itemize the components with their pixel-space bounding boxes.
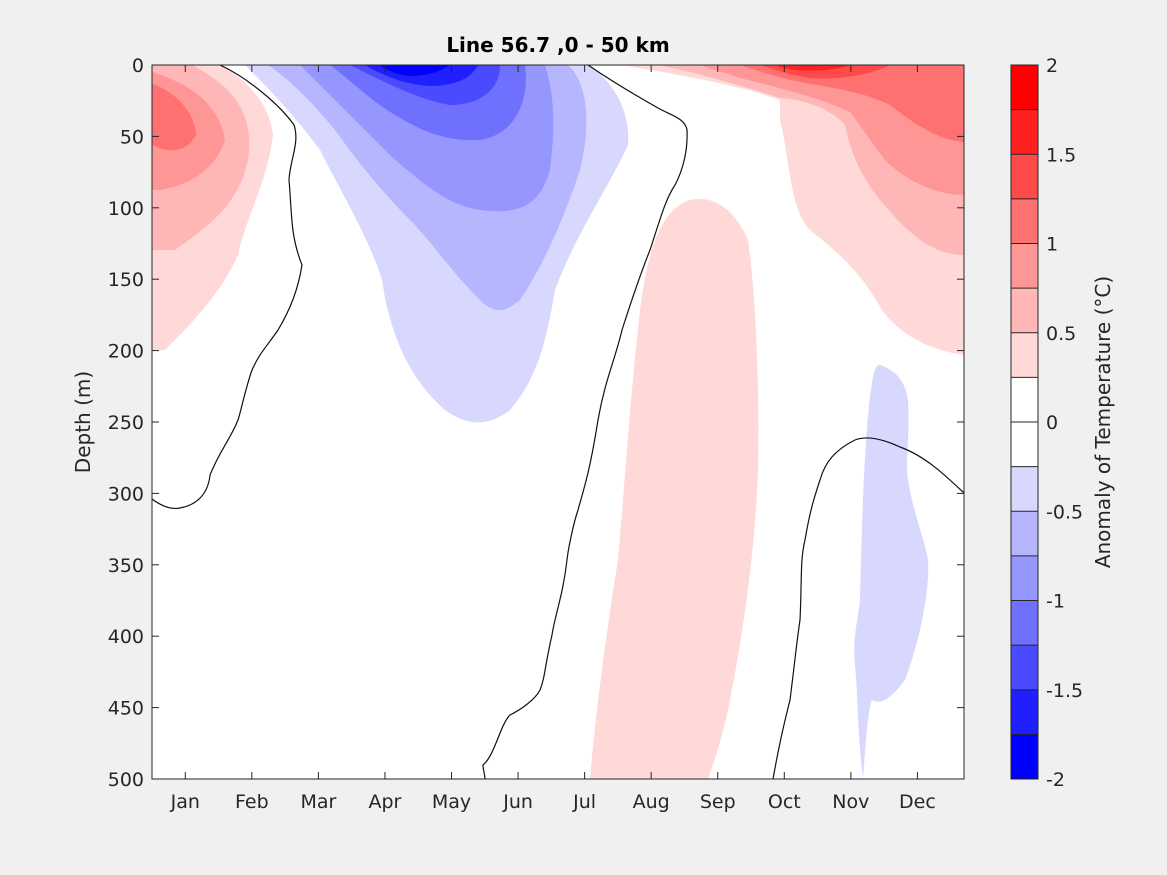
- contour-late-warm-1.0: [740, 65, 964, 142]
- zero-contour-lines: [152, 65, 964, 779]
- y-tick-label: 200: [108, 341, 144, 363]
- colorbar-tick-label: 1.5: [1046, 144, 1076, 166]
- x-tick-label: Aug: [633, 791, 670, 813]
- y-tick-label: 500: [108, 769, 144, 791]
- colorbar-swatch: [1011, 288, 1038, 333]
- colorbar-swatch: [1011, 466, 1038, 512]
- colorbar-swatch: [1011, 65, 1038, 110]
- x-tick-label: Mar: [300, 791, 336, 813]
- y-tick-label: 400: [108, 626, 144, 648]
- y-axis: 0 50 100 150 200 250 300 350 400 450 500: [108, 55, 964, 791]
- contour-late-warm-1.5: [775, 65, 850, 71]
- contour-subsurface-warm: [590, 199, 759, 779]
- x-axis: Jan Feb Mar Apr May Jun Jul Aug Sep Oct Nov Dec: [170, 65, 936, 813]
- colorbar-tick-label: 1: [1046, 234, 1058, 256]
- x-tick-label: Dec: [899, 791, 936, 813]
- colorbar-tick-label: -2: [1046, 769, 1065, 791]
- colorbar-swatch: [1011, 422, 1038, 467]
- colorbar-tick-label: 0.5: [1046, 323, 1076, 345]
- colorbar-swatches: [1011, 65, 1038, 779]
- colorbar-swatch: [1011, 109, 1038, 155]
- colorbar-swatch: [1011, 645, 1038, 690]
- y-tick-label: 350: [108, 555, 144, 577]
- y-tick-label: 100: [108, 198, 144, 220]
- colorbar-tick-label: -1.5: [1046, 680, 1083, 702]
- colorbar-swatch: [1011, 511, 1038, 556]
- colorbar-swatch: [1011, 154, 1038, 199]
- x-tick-label: May: [432, 791, 471, 813]
- contour-fills: [152, 65, 964, 779]
- y-tick-label: 50: [120, 126, 144, 148]
- colorbar-swatch: [1011, 377, 1038, 422]
- colorbar-ticks: -2 -1.5 -1 -0.5 0 0.5 1 1.5 2: [1011, 55, 1083, 791]
- colorbar: -2 -1.5 -1 -0.5 0 0.5 1 1.5 2: [1010, 55, 1083, 791]
- x-tick-label: Oct: [768, 791, 801, 813]
- contour-jan-warm-1.0: [152, 84, 196, 151]
- colorbar-tick-label: -0.5: [1046, 501, 1083, 523]
- x-tick-label: Jun: [502, 791, 533, 813]
- x-tick-label: Sep: [700, 791, 736, 813]
- colorbar-swatch: [1011, 600, 1038, 646]
- contour-deep-cool: [854, 364, 929, 779]
- colorbar-tick-label: 0: [1046, 412, 1058, 434]
- y-tick-label: 300: [108, 483, 144, 505]
- colorbar-tick-label: 2: [1046, 55, 1058, 77]
- chart-title: Line 56.7 ,0 - 50 km: [446, 33, 669, 57]
- colorbar-swatch: [1011, 734, 1038, 779]
- zero-contour-line-2: [482, 65, 688, 779]
- x-tick-label: Apr: [369, 791, 402, 813]
- colorbar-swatch: [1011, 332, 1038, 378]
- colorbar-swatch: [1011, 689, 1038, 735]
- y-tick-label: 0: [132, 55, 144, 77]
- colorbar-swatch: [1011, 555, 1038, 601]
- x-tick-label: Nov: [832, 791, 869, 813]
- x-tick-label: Jan: [170, 791, 200, 813]
- colorbar-label: Anomaly of Temperature (°C): [1091, 276, 1115, 568]
- x-tick-label: Feb: [235, 791, 269, 813]
- y-tick-label: 450: [108, 698, 144, 720]
- y-axis-label: Depth (m): [71, 371, 95, 473]
- zero-contour-line-3: [772, 437, 964, 779]
- colorbar-swatch: [1011, 198, 1038, 244]
- x-tick-label: Jul: [572, 791, 596, 813]
- y-tick-label: 150: [108, 269, 144, 291]
- zero-contour-line-1: [152, 65, 303, 510]
- y-tick-label: 250: [108, 412, 144, 434]
- colorbar-swatch: [1011, 243, 1038, 289]
- colorbar-tick-label: -1: [1046, 591, 1065, 613]
- contour-spring-cool-1.75: [380, 65, 450, 76]
